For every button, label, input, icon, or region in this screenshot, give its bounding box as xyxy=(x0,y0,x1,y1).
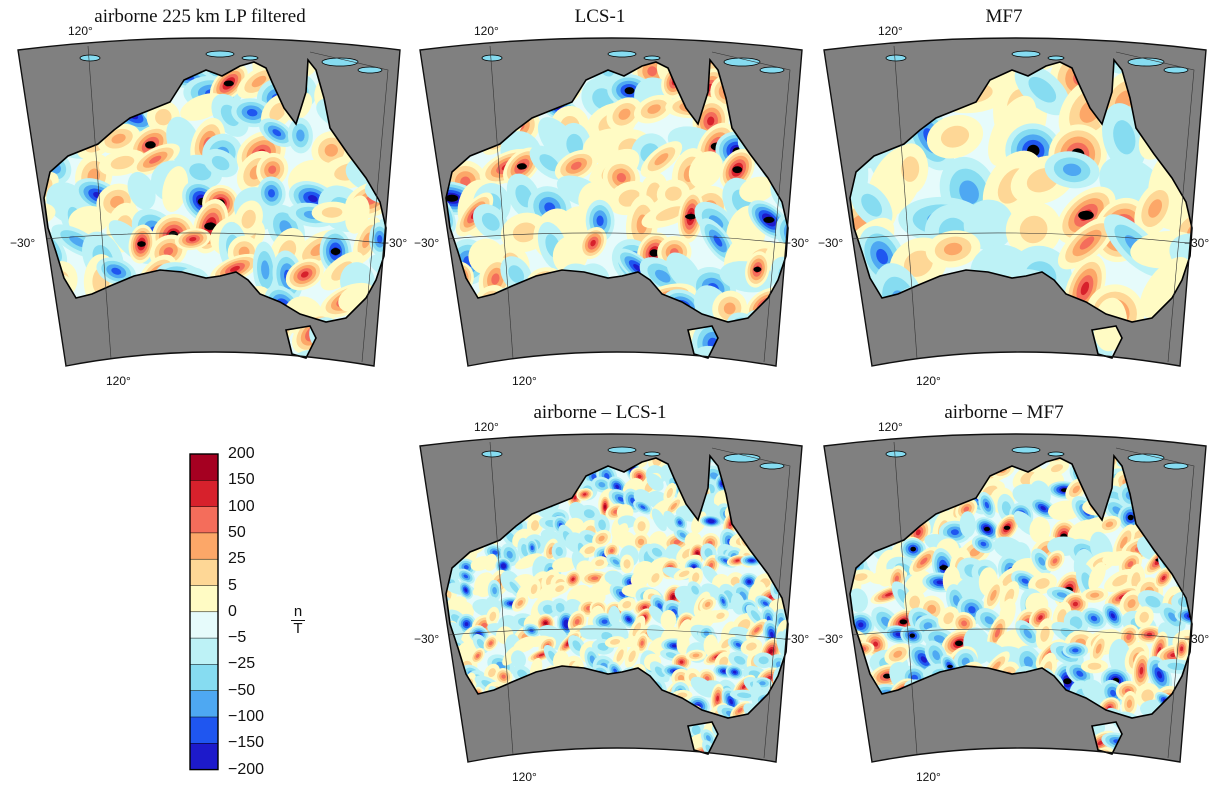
panel-title-airborne: airborne 225 km LP filtered xyxy=(94,6,306,27)
lon-label-bottom: 120° xyxy=(512,770,537,784)
unit-t: T xyxy=(293,620,303,637)
colorbar-segment xyxy=(190,664,218,692)
lon-label-top: 120° xyxy=(68,24,93,38)
graticule xyxy=(824,441,1206,762)
graticule xyxy=(824,45,1206,366)
colorbar-segment xyxy=(190,506,218,534)
colorbar-segment xyxy=(190,743,218,770)
colorbar-tick-label: 50 xyxy=(228,523,246,541)
lat-label-left: −30° xyxy=(818,632,844,646)
map-frame xyxy=(823,37,1207,367)
colorbar-tick-label: −5 xyxy=(228,629,247,647)
colorbar-segment xyxy=(190,532,218,560)
lon-label-bottom: 120° xyxy=(106,374,131,388)
unit-n: n xyxy=(291,604,305,621)
panel-title-diff-mf7: airborne – MF7 xyxy=(944,402,1064,423)
northern-islands xyxy=(481,446,785,470)
northern-islands xyxy=(885,446,1189,470)
tasmania-coastline xyxy=(1091,325,1123,359)
lat-label-right: −30° xyxy=(382,236,408,250)
tasmania-coastline xyxy=(687,325,719,359)
colorbar-tick-label: −50 xyxy=(228,681,256,699)
australia-coastline xyxy=(445,453,789,719)
australia-coastline xyxy=(445,57,789,323)
panel-title-diff-lcs1: airborne – LCS-1 xyxy=(533,402,667,423)
map-frame xyxy=(419,37,803,367)
lat-label-right: −30° xyxy=(784,632,810,646)
tasmania-coastline xyxy=(687,721,719,755)
panel-title-lcs1: LCS-1 xyxy=(574,6,626,27)
graticule xyxy=(420,45,802,366)
lon-label-bottom: 120° xyxy=(512,374,537,388)
colorbar xyxy=(189,453,219,771)
lon-label-top: 120° xyxy=(474,420,499,434)
map-frame xyxy=(823,433,1207,763)
lat-label-left: −30° xyxy=(414,632,440,646)
lat-label-right: −30° xyxy=(784,236,810,250)
northern-islands xyxy=(885,50,1189,74)
colorbar-segment xyxy=(190,690,218,718)
colorbar-segment xyxy=(190,480,218,507)
northern-islands xyxy=(481,50,785,74)
lat-label-right: −30° xyxy=(1184,236,1210,250)
colorbar-segment xyxy=(190,611,218,639)
colorbar-segment xyxy=(190,559,218,586)
colorbar-segment xyxy=(190,585,218,613)
lon-label-top: 120° xyxy=(878,420,903,434)
graticule xyxy=(420,441,802,762)
colorbar-tick-label: 5 xyxy=(228,576,237,594)
colorbar-tick-label: 100 xyxy=(228,497,255,515)
lon-label-top: 120° xyxy=(474,24,499,38)
map-mf7 xyxy=(823,37,1207,367)
australia-coastline xyxy=(43,57,387,323)
colorbar-segment xyxy=(190,638,218,665)
colorbar-tick-label: −150 xyxy=(228,734,265,752)
tasmania-coastline xyxy=(1091,721,1123,755)
lon-label-bottom: 120° xyxy=(916,770,941,784)
lat-label-left: −30° xyxy=(414,236,440,250)
map-frame xyxy=(17,37,401,367)
australia-coastline xyxy=(849,57,1193,323)
colorbar-tick-label: −25 xyxy=(228,655,256,673)
map-airborne xyxy=(17,37,401,367)
graticule xyxy=(18,45,400,366)
colorbar-segment xyxy=(190,717,218,744)
lon-label-bottom: 120° xyxy=(916,374,941,388)
tasmania-coastline xyxy=(285,325,317,359)
colorbar-tick-label: 0 xyxy=(228,602,237,620)
lat-label-right: −30° xyxy=(1184,632,1210,646)
colorbar-unit: n T xyxy=(291,604,305,636)
northern-islands xyxy=(79,50,383,74)
colorbar-tick-label: 200 xyxy=(228,445,255,462)
panel-title-mf7: MF7 xyxy=(985,6,1023,27)
map-lcs1 xyxy=(419,37,803,367)
colorbar-tick-label: 150 xyxy=(228,471,255,489)
colorbar-tick-label: 25 xyxy=(228,550,246,568)
lat-label-left: −30° xyxy=(10,236,36,250)
lat-label-left: −30° xyxy=(818,236,844,250)
australia-coastline xyxy=(849,453,1193,719)
colorbar-tick-label: −200 xyxy=(228,760,265,778)
lon-label-top: 120° xyxy=(878,24,903,38)
map-diff-mf7 xyxy=(823,433,1207,763)
colorbar-segment xyxy=(190,454,218,481)
map-diff-lcs1 xyxy=(419,433,803,763)
map-frame xyxy=(419,433,803,763)
colorbar-tick-label: −100 xyxy=(228,708,265,725)
